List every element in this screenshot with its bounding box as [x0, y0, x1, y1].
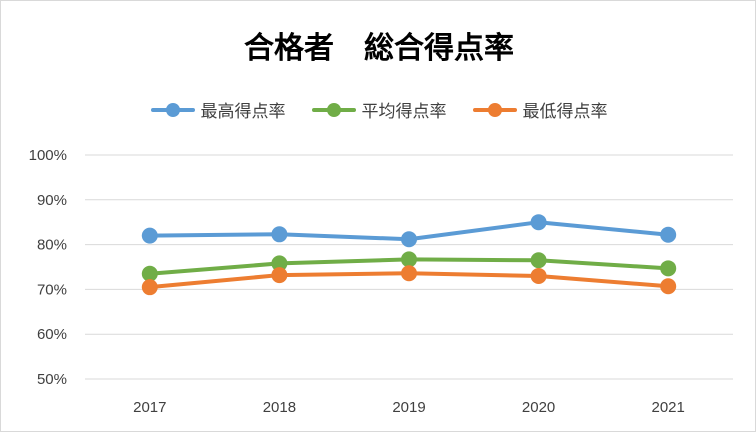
data-point [271, 255, 288, 272]
legend-label-max: 最高得点率 [200, 102, 286, 122]
data-point [141, 265, 158, 282]
x-tick-label: 2017 [133, 399, 166, 416]
y-tick-label: 90% [37, 192, 67, 209]
data-point [141, 279, 158, 296]
legend: 最高得点率 平均得点率 最低得点率 [1, 97, 756, 122]
y-tick-label: 60% [37, 326, 67, 343]
data-point [401, 231, 417, 248]
data-point [530, 267, 547, 284]
legend-item-average: 平均得点率 [311, 97, 447, 122]
x-tick-label: 2018 [263, 399, 296, 416]
legend-label-average: 平均得点率 [361, 102, 447, 122]
y-tick-label: 80% [37, 237, 67, 254]
data-point [401, 251, 417, 268]
legend-marker-min [472, 102, 517, 117]
y-tick-label: 100% [29, 147, 67, 164]
legend-marker-max [150, 102, 195, 117]
y-tick-label: 50% [37, 371, 67, 388]
legend-marker-average [311, 102, 356, 117]
legend-item-min: 最低得点率 [472, 97, 608, 122]
data-point [660, 260, 677, 277]
data-point [401, 265, 417, 282]
legend-label-min: 最低得点率 [522, 102, 608, 122]
data-point [660, 226, 677, 243]
data-point [141, 227, 158, 244]
legend-item-max: 最高得点率 [150, 97, 286, 122]
data-point [660, 278, 677, 295]
data-point [271, 226, 288, 243]
chart-title: 合格者 総合得点率 [244, 31, 514, 66]
y-tick-label: 70% [37, 281, 67, 298]
data-point [271, 267, 288, 284]
x-tick-label: 2019 [392, 399, 425, 416]
x-tick-label: 2020 [522, 399, 555, 416]
x-tick-label: 2021 [652, 399, 685, 416]
data-point [530, 252, 547, 269]
data-point [530, 214, 547, 231]
